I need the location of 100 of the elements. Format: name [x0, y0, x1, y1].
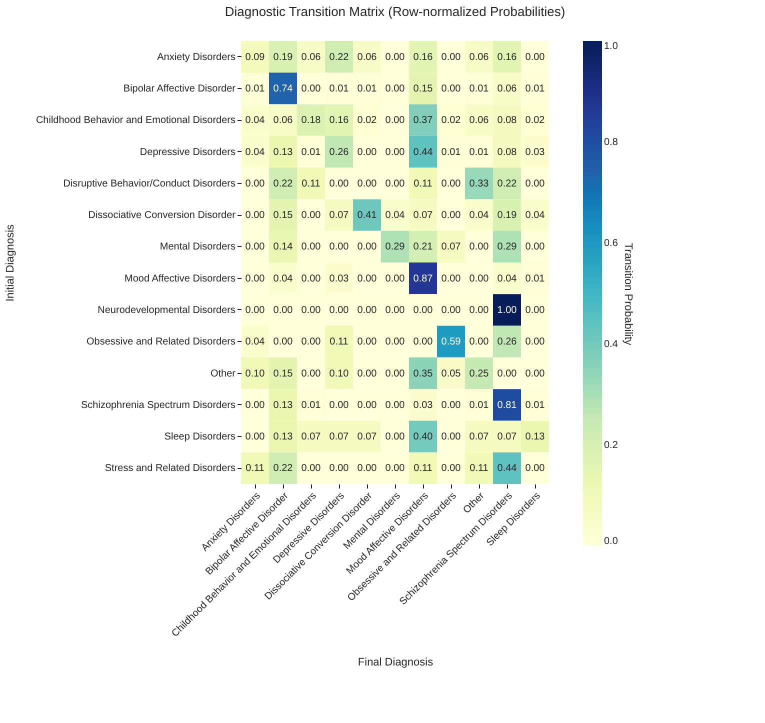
data-label: 0.25 [469, 368, 490, 380]
color-bar-label: 0.8 [604, 137, 618, 148]
data-label: 0.13 [273, 400, 294, 411]
data-label: 0.00 [357, 336, 378, 348]
data-label: 0.00 [329, 242, 350, 253]
data-label: 0.40 [413, 432, 434, 443]
data-label: 0.00 [385, 432, 406, 443]
y-tick-label: Dissociative Conversion Disorder [88, 210, 236, 222]
data-label: 0.22 [273, 178, 294, 190]
data-label: 0.00 [385, 336, 406, 348]
data-label: 0.00 [413, 304, 434, 316]
data-label: 0.00 [301, 463, 322, 474]
data-label: 0.01 [357, 83, 378, 94]
data-label: 0.00 [385, 400, 406, 411]
data-label: 0.01 [469, 400, 490, 411]
data-label: 0.00 [357, 242, 378, 253]
data-label: 0.00 [525, 463, 546, 474]
data-label: 0.00 [441, 432, 462, 443]
data-label: 0.87 [413, 273, 434, 284]
data-label: 0.37 [413, 115, 434, 126]
data-label: 0.00 [301, 210, 322, 222]
y-tick-label: Obsessive and Related Disorders [86, 336, 236, 348]
data-label: 0.00 [525, 336, 546, 348]
data-label: 0.07 [301, 432, 322, 443]
data-label: 0.26 [497, 336, 518, 348]
y-tick-label: Other [210, 368, 236, 380]
data-label: 0.00 [245, 432, 266, 443]
data-label: 0.00 [525, 242, 546, 253]
data-label: 0.01 [525, 83, 546, 94]
data-label: 0.06 [273, 115, 294, 126]
color-bar-label: 0.0 [604, 536, 618, 547]
data-label: 0.00 [245, 400, 266, 411]
data-label: 0.00 [441, 273, 462, 284]
data-label: 0.00 [357, 400, 378, 411]
data-label: 0.01 [301, 146, 322, 158]
data-label: 1.00 [497, 304, 518, 316]
data-label: 0.00 [301, 304, 322, 316]
data-label: 0.00 [441, 463, 462, 474]
data-label: 0.00 [329, 304, 350, 316]
data-label: 0.00 [357, 273, 378, 284]
data-label: 0.04 [525, 210, 546, 222]
data-label: 0.00 [245, 304, 266, 316]
data-label: 0.00 [301, 368, 322, 380]
data-label: 0.29 [497, 242, 518, 253]
data-label: 0.00 [469, 336, 490, 348]
data-label: 0.00 [329, 463, 350, 474]
data-label: 0.00 [329, 400, 350, 411]
data-label: 0.11 [414, 178, 433, 190]
data-label: 0.00 [441, 178, 462, 190]
data-label: 0.02 [525, 115, 546, 126]
data-label: 0.41 [357, 210, 378, 222]
data-label: 0.19 [497, 210, 518, 222]
data-label: 0.04 [469, 210, 490, 222]
data-label: 0.00 [441, 400, 462, 411]
color-bar-label: 0.4 [604, 339, 618, 350]
data-label: 0.08 [497, 146, 518, 158]
data-label: 0.04 [245, 115, 266, 126]
y-tick-label: Mental Disorders [160, 242, 236, 253]
chart-title: Diagnostic Transition Matrix (Row-normalized Probabilities) [224, 4, 566, 19]
x-axis-title: Final Diagnosis [358, 656, 434, 669]
data-label: 0.06 [301, 52, 322, 63]
data-label: 0.14 [273, 242, 294, 253]
y-tick-label: Childhood Behavior and Emotional Disorders [36, 115, 236, 126]
data-label: 0.10 [329, 368, 350, 380]
y-tick-label: Bipolar Affective Disorder [123, 83, 236, 94]
color-bar-label: 0.6 [604, 238, 618, 249]
data-label: 0.04 [497, 273, 518, 284]
data-label: 0.05 [441, 368, 462, 380]
data-label: 0.11 [330, 336, 349, 348]
data-label: 0.13 [273, 432, 294, 443]
data-label: 0.00 [469, 273, 490, 284]
data-label: 0.01 [469, 146, 490, 158]
y-tick-label: Stress and Related Disorders [104, 463, 236, 474]
data-label: 0.44 [497, 463, 518, 474]
data-label: 0.07 [469, 432, 490, 443]
data-label: 0.11 [414, 463, 433, 474]
data-label: 0.19 [273, 52, 294, 63]
data-label: 0.29 [385, 242, 406, 253]
data-label: 0.00 [385, 52, 406, 63]
data-label: 0.00 [357, 463, 378, 474]
data-label: 0.00 [497, 368, 518, 380]
data-label: 0.33 [469, 178, 490, 190]
y-tick-label: Sleep Disorders [164, 432, 236, 443]
data-label: 0.00 [273, 336, 294, 348]
data-label: 0.07 [497, 432, 518, 443]
data-label: 0.04 [385, 210, 406, 222]
data-label: 0.00 [385, 368, 406, 380]
data-label: 0.01 [469, 83, 490, 94]
color-bar-label: 1.0 [604, 41, 618, 52]
data-label: 0.00 [469, 242, 490, 253]
data-label: 0.00 [385, 304, 406, 316]
data-label: 0.81 [497, 400, 518, 411]
data-label: 0.06 [497, 83, 518, 94]
data-label: 0.00 [385, 83, 406, 94]
y-tick-label: Depressive Disorders [140, 146, 236, 158]
data-label: 0.06 [469, 115, 490, 126]
data-label: 0.16 [413, 52, 434, 63]
data-label: 0.09 [245, 52, 266, 63]
data-label: 0.01 [301, 400, 322, 411]
data-label: 0.00 [301, 242, 322, 253]
